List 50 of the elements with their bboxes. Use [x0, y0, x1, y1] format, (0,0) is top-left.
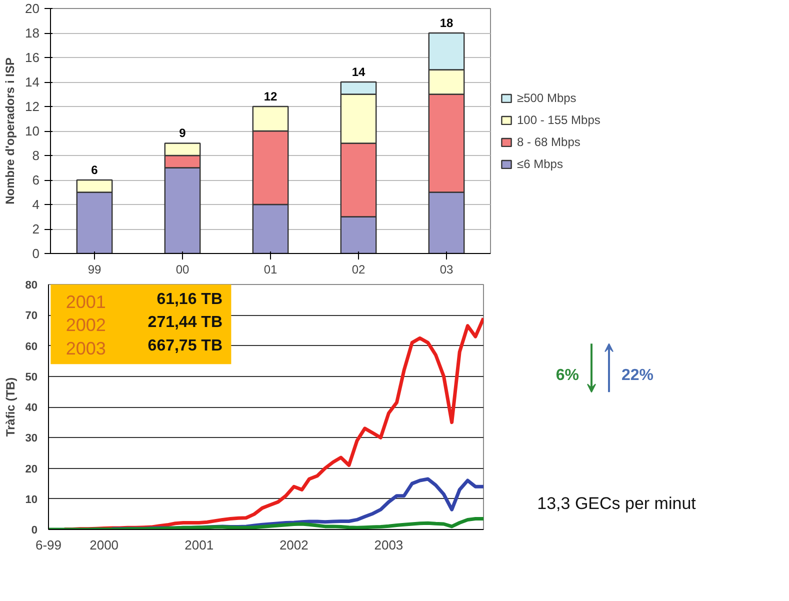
y-axis-title: Nombre d'operadors i ISP — [3, 58, 18, 204]
y-tick-label: 12 — [25, 99, 40, 114]
text: 22% — [622, 367, 654, 384]
y-tick-label: 2 — [32, 222, 40, 236]
legend-label: 100 - 155 Mbps — [517, 112, 600, 126]
text: 13,3 GECs per minut — [537, 494, 696, 514]
y-tick-label: 10 — [25, 494, 38, 506]
y-tick-label: 20 — [25, 463, 38, 476]
annotation: 61,16 TB — [156, 290, 222, 308]
y-tick-label: 60 — [25, 340, 38, 353]
annotation: 271,44 TB — [148, 314, 223, 332]
y-tick-label: 16 — [25, 50, 40, 65]
y-tick-label: 50 — [25, 371, 38, 384]
y-tick-label: 10 — [25, 124, 40, 138]
total-label: 14 — [352, 64, 366, 79]
x-tick-label: 6-99 — [35, 538, 62, 552]
total-label: 18 — [440, 16, 454, 30]
x-tick-label: 2003 — [374, 538, 404, 552]
x-tick-label: 2001 — [184, 538, 214, 552]
y-tick-label: 20 — [25, 1, 40, 16]
y-tick-label: 70 — [25, 310, 38, 322]
annotation: 667,75 TB — [148, 337, 223, 354]
x-tick-label: 2000 — [90, 538, 119, 552]
text: 6% — [556, 367, 579, 384]
x-tick-label: 01 — [264, 262, 278, 276]
y-tick-label: 8 — [32, 148, 40, 163]
y-tick-label: 0 — [32, 246, 40, 261]
x-tick-label: 00 — [176, 262, 190, 276]
total-label: 9 — [179, 126, 186, 140]
annotation: 2001 — [66, 292, 106, 312]
annotation: 2003 — [66, 338, 106, 358]
legend-label: ≤6 Mbps — [517, 156, 563, 170]
y-tick-label: 4 — [32, 197, 40, 212]
y-tick-label: 0 — [31, 524, 38, 536]
legend-label: 8 - 68 Mbps — [517, 134, 580, 148]
y-tick-label: 40 — [25, 402, 38, 414]
x-tick-label: 02 — [352, 262, 366, 276]
legend-label: ≥500 Mbps — [517, 90, 576, 104]
y-tick-label: 80 — [25, 280, 38, 292]
x-tick-label: 2002 — [279, 538, 308, 552]
x-tick-label: 03 — [440, 262, 454, 276]
y-axis-title: Tràfic (TB) — [3, 377, 18, 437]
y-tick-label: 18 — [25, 26, 40, 40]
y-tick-label: 30 — [25, 432, 38, 445]
x-tick-label: 99 — [88, 262, 102, 276]
y-tick-label: 14 — [25, 74, 40, 90]
y-tick-label: 6 — [32, 172, 40, 188]
total-label: 12 — [264, 89, 278, 104]
total-label: 6 — [91, 162, 98, 177]
annotation: 2002 — [66, 315, 106, 336]
